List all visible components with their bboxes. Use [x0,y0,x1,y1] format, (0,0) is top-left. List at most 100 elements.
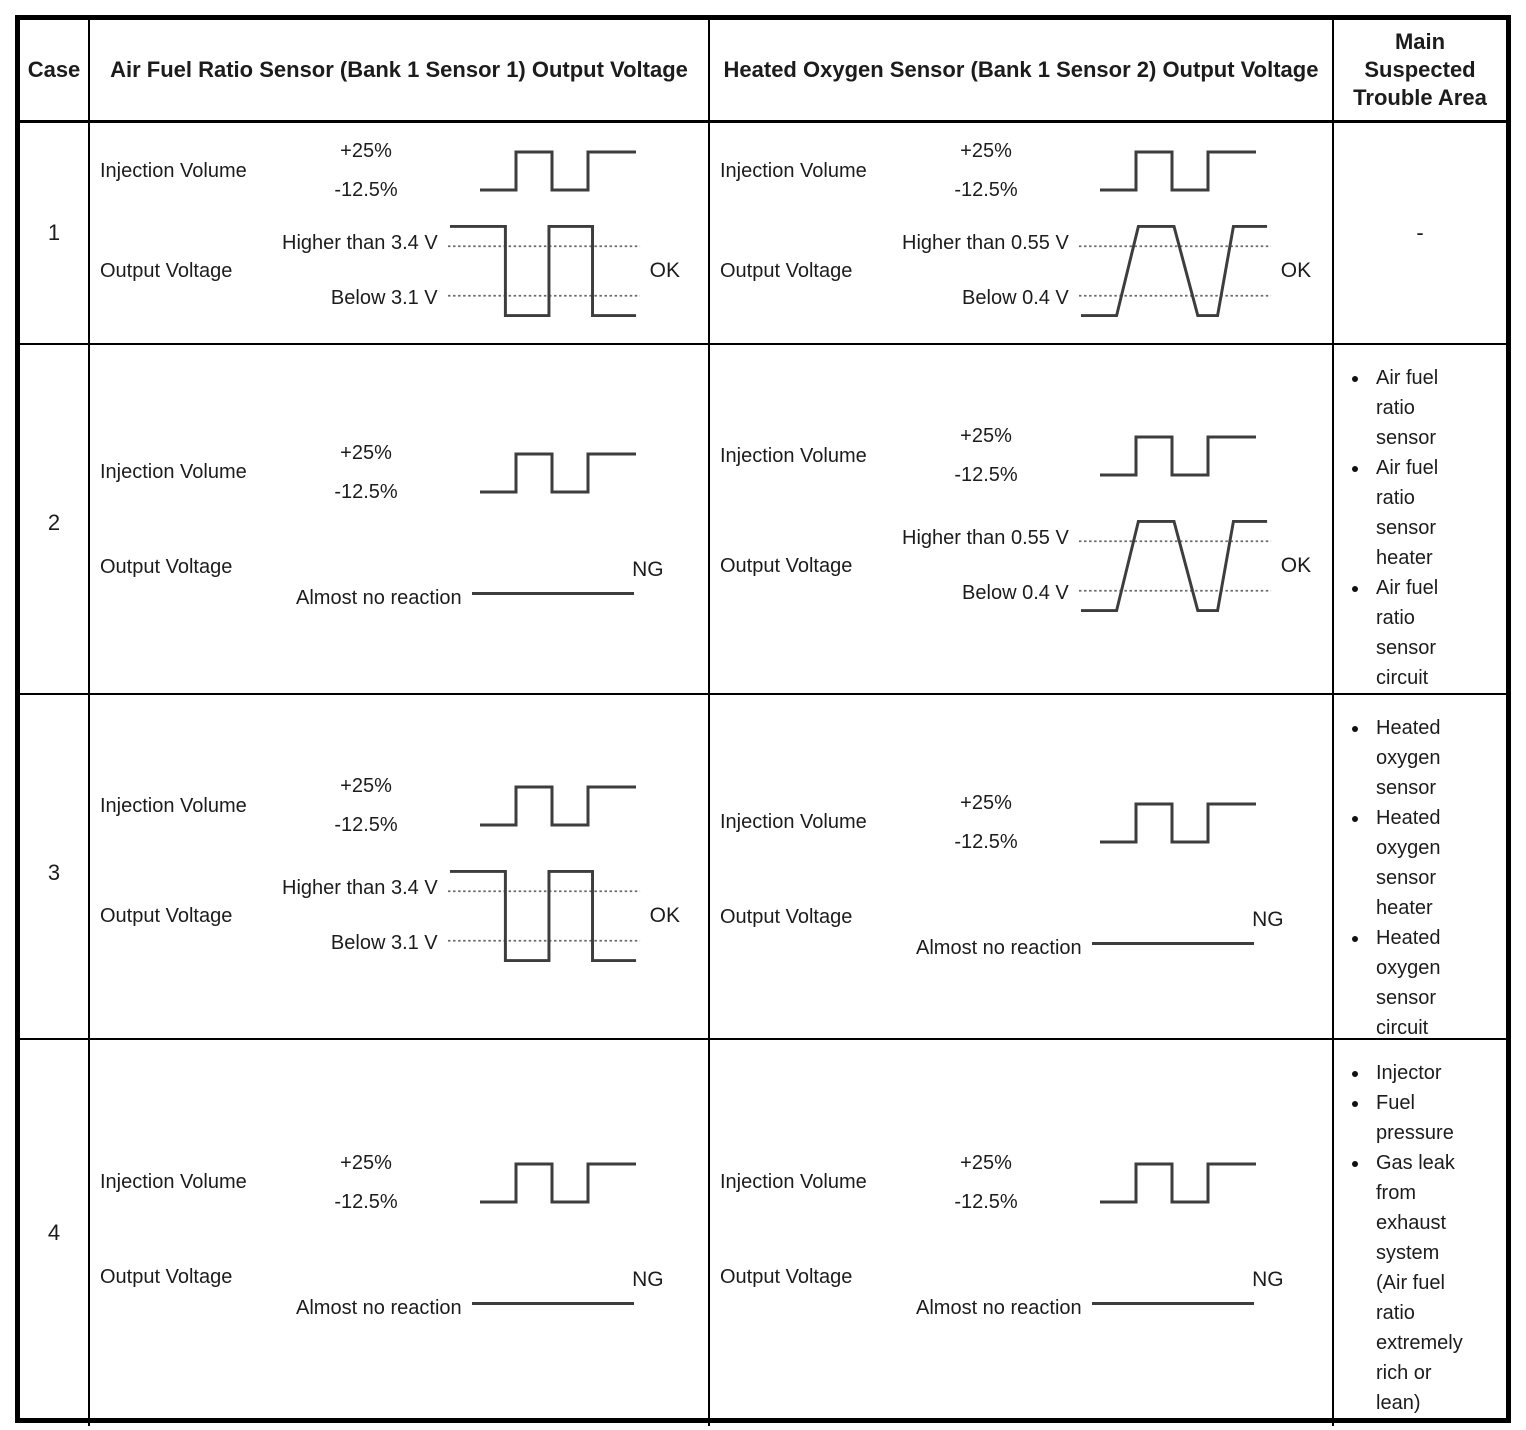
verdict-ok: OK [1280,259,1312,282]
injection-volume-label: Injection Volume [100,1171,247,1193]
o2-cell-case1: Injection Volume +25% -12.5% Output Volt… [710,123,1334,343]
trouble-list: Heated oxygen sensor Heated oxygen senso… [1344,713,1500,1043]
injection-volume-block: Injection Volume +25% -12.5% [720,1152,1326,1214]
injection-volume-label: Injection Volume [720,159,867,182]
verdict-ok: OK [1280,554,1312,577]
flat-line-row: Almost no reaction [916,1292,1254,1319]
output-voltage-label: Output Voltage [720,1265,853,1288]
table-header-row: Case Air Fuel Ratio Sensor (Bank 1 Senso… [20,20,1506,123]
injection-high-value: +25% [340,775,392,797]
injection-square-wave [1100,1162,1256,1203]
output-voltage-label: Output Voltage [100,259,233,282]
injection-volume-block: Injection Volume +25% -12.5% [100,775,702,837]
threshold-low-label: Below 0.4 V [962,582,1069,604]
trouble-cell-case2: Air fuel ratio sensor Air fuel ratio sen… [1334,345,1506,701]
verdict-ng: NG [1252,1267,1284,1291]
injection-volume-block: Injection Volume +25% -12.5% [100,1152,702,1214]
output-voltage-label: Output Voltage [720,259,853,282]
injection-low-value: -12.5% [954,179,1018,201]
output-voltage-label: Output Voltage [100,555,233,578]
injection-high-value: +25% [340,1151,392,1174]
trouble-item: Air fuel ratio sensor heater [1370,453,1472,573]
trouble-item: Air fuel ratio sensor [1370,363,1472,453]
flat-line [471,591,634,595]
trouble-item: Injector [1370,1058,1472,1088]
injection-high-value: +25% [340,441,392,464]
verdict-ng: NG [1252,907,1284,931]
trouble-item: Heated oxygen sensor circuit [1370,923,1472,1043]
header-o2-sensor: Heated Oxygen Sensor (Bank 1 Sensor 2) O… [710,20,1334,120]
threshold-high-label: Higher than 3.4 V [282,877,438,899]
output-voltage-block: Output Voltage Higher than 3.4 V Below 3… [100,861,702,971]
injection-high-value: +25% [960,1151,1012,1174]
case-number-cell: 4 [20,1040,90,1426]
injection-square-wave [480,785,636,827]
afr-ok-waveform [447,224,640,318]
trouble-item: Fuel pressure [1370,1088,1472,1148]
injection-low-value: -12.5% [954,830,1018,853]
threshold-high-label: Higher than 0.55 V [902,527,1069,549]
injection-square-wave [480,1162,636,1203]
verdict-ng: NG [632,557,664,581]
threshold-low-label: Below 3.1 V [330,287,438,309]
injection-low-value: -12.5% [334,179,398,201]
case-number: 1 [47,220,61,245]
injection-volume-block: Injection Volume +25% -12.5% [720,425,1326,487]
afr-cell-case4: Injection Volume +25% -12.5% Output Volt… [90,1040,710,1426]
o2-ok-waveform [1078,224,1271,318]
no-trouble-dash: - [1416,220,1424,245]
header-trouble-area: Main Suspected Trouble Area [1353,29,1487,110]
output-voltage-block: Output Voltage NG Almost no reaction [100,555,702,609]
injection-levels: +25% -12.5% [916,140,1056,202]
no-reaction-label: Almost no reaction [916,1296,1082,1319]
injection-square-wave [1100,150,1256,192]
o2-cell-case4: Injection Volume +25% -12.5% Output Volt… [710,1040,1334,1426]
output-voltage-block: Output Voltage NG Almost no reaction [720,905,1326,959]
injection-levels: +25% -12.5% [296,775,436,837]
injection-square-wave [1100,435,1256,477]
case-row-3: 3 Injection Volume +25% -12.5% Output Vo… [20,695,1506,1051]
flat-line [1091,941,1254,945]
verdict-ok: OK [649,259,680,282]
trouble-cell-case1: - [1334,123,1506,343]
case-row-1: 1 Injection Volume +25% -12.5% Output Vo… [20,123,1506,345]
case-number-cell: 3 [20,695,90,1051]
no-reaction-diagram: NG Almost no reaction [296,1268,664,1319]
flat-line-row: Almost no reaction [296,582,634,609]
o2-ok-waveform [1078,519,1271,613]
header-afr-sensor: Air Fuel Ratio Sensor (Bank 1 Sensor 1) … [90,20,710,120]
injection-low-value: -12.5% [334,814,398,836]
injection-high-value: +25% [340,140,392,162]
injection-levels: +25% -12.5% [916,792,1056,854]
case-row-4: 4 Injection Volume +25% -12.5% Output Vo… [20,1040,1506,1426]
voltage-thresholds: Higher than 0.55 V Below 0.4 V [902,511,1077,621]
no-reaction-diagram: NG Almost no reaction [296,558,664,609]
output-voltage-label: Output Voltage [100,904,233,927]
case-number-cell: 1 [20,123,90,343]
output-voltage-label: Output Voltage [720,905,853,928]
voltage-thresholds: Higher than 0.55 V Below 0.4 V [902,216,1077,326]
output-voltage-block: Output Voltage Higher than 3.4 V Below 3… [100,216,702,326]
output-voltage-block: Output Voltage Higher than 0.55 V Below … [720,216,1326,326]
trouble-item: Heated oxygen sensor heater [1370,803,1472,923]
trouble-list: Air fuel ratio sensor Air fuel ratio sen… [1344,363,1500,693]
voltage-thresholds: Higher than 3.4 V Below 3.1 V [282,861,446,971]
flat-line-row: Almost no reaction [916,932,1254,959]
output-voltage-label: Output Voltage [100,1265,233,1288]
no-reaction-label: Almost no reaction [296,586,462,609]
threshold-low-label: Below 0.4 V [962,287,1069,309]
injection-high-value: +25% [960,791,1012,814]
injection-high-value: +25% [960,425,1012,447]
injection-volume-label: Injection Volume [720,811,867,833]
injection-square-wave [480,452,636,493]
injection-volume-block: Injection Volume +25% -12.5% [720,792,1326,854]
injection-levels: +25% -12.5% [296,442,436,504]
afr-cell-case1: Injection Volume +25% -12.5% Output Volt… [90,123,710,343]
voltage-thresholds: Higher than 3.4 V Below 3.1 V [282,216,446,326]
injection-volume-label: Injection Volume [100,461,247,483]
no-reaction-label: Almost no reaction [916,936,1082,959]
output-voltage-block: Output Voltage NG Almost no reaction [720,1265,1326,1319]
flat-line-row: Almost no reaction [296,1292,634,1319]
injection-low-value: -12.5% [954,464,1018,486]
case-number-cell: 2 [20,345,90,701]
